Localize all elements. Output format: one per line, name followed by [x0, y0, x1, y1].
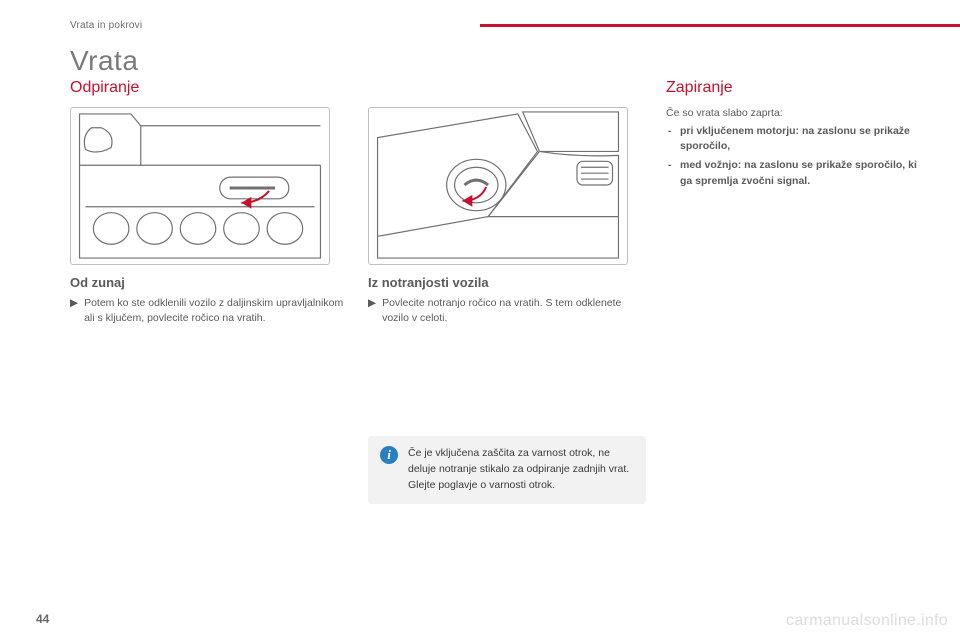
figure-interior-handle	[368, 107, 628, 265]
column-right: Zapiranje Če so vrata slabo zaprta: pri …	[666, 79, 920, 504]
bullet-inside-text: Povlecite notranjo ročico na vratih. S t…	[382, 296, 648, 326]
pull-arrow-icon	[241, 191, 269, 209]
page-number: 44	[36, 612, 49, 626]
info-box: i Če je vključena zaščita za varnost otr…	[368, 436, 646, 503]
figure-exterior-handle	[70, 107, 330, 265]
info-icon: i	[380, 446, 398, 464]
info-box-text: Če je vključena zaščita za varnost otrok…	[408, 446, 634, 493]
column-layout: Odpiranje	[70, 79, 920, 504]
sub-heading-inside: Iz notranjosti vozila	[368, 275, 648, 290]
closing-list: pri vključenem motorju: na zaslonu se pr…	[666, 124, 920, 189]
header-accent-bar	[480, 24, 960, 27]
section-heading-closing: Zapiranje	[666, 79, 920, 97]
column-middle: Iz notranjosti vozila ▶ Povlecite notran…	[368, 79, 648, 504]
info-line-1: Če je vključena zaščita za varnost otrok…	[408, 446, 634, 478]
bullet-outside-text: Potem ko ste odklenili vozilo z daljinsk…	[84, 296, 350, 326]
bullet-marker-icon: ▶	[368, 296, 376, 326]
bullet-marker-icon: ▶	[70, 296, 78, 326]
closing-intro: Če so vrata slabo zaprta:	[666, 107, 920, 119]
sub-heading-outside: Od zunaj	[70, 275, 350, 290]
page-title: Vrata	[70, 45, 920, 77]
closing-item-1: pri vključenem motorju: na zaslonu se pr…	[666, 124, 920, 154]
bullet-outside: ▶ Potem ko ste odklenili vozilo z daljin…	[70, 296, 350, 326]
page-content: Vrata in pokrovi Vrata Odpiranje	[0, 0, 960, 514]
pull-arrow-icon	[462, 187, 486, 207]
bullet-inside: ▶ Povlecite notranjo ročico na vratih. S…	[368, 296, 648, 326]
column-left: Odpiranje	[70, 79, 350, 504]
watermark: carmanualsonline.info	[786, 612, 948, 630]
section-heading-opening: Odpiranje	[70, 79, 350, 97]
section-heading-spacer	[368, 79, 648, 97]
info-line-2: Glejte poglavje o varnosti otrok.	[408, 478, 634, 494]
closing-item-2: med vožnjo: na zaslonu se prikaže sporoč…	[666, 158, 920, 188]
